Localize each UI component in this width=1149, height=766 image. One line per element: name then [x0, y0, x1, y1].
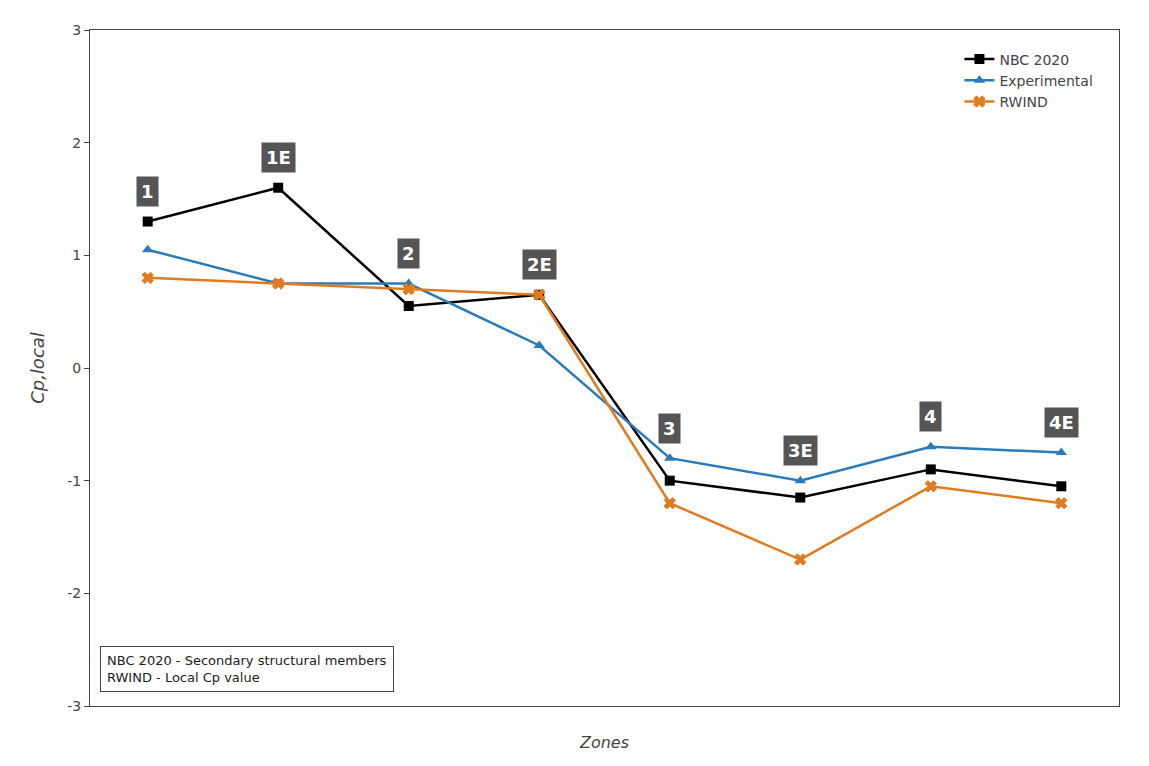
svg-text:3: 3 [663, 418, 676, 439]
svg-text:1: 1 [72, 247, 81, 263]
svg-text:Zones: Zones [579, 733, 629, 752]
svg-text:-2: -2 [67, 585, 81, 601]
svg-text:-3: -3 [67, 698, 81, 714]
svg-text:1E: 1E [266, 147, 291, 168]
svg-text:NBC 2020: NBC 2020 [999, 52, 1069, 68]
svg-text:2E: 2E [527, 254, 552, 275]
svg-text:0: 0 [72, 360, 81, 376]
svg-text:RWIND: RWIND [999, 94, 1047, 110]
svg-text:4: 4 [924, 406, 937, 427]
svg-text:3: 3 [72, 22, 81, 38]
svg-text:2: 2 [72, 135, 81, 151]
svg-text:Cp,local: Cp,local [27, 332, 48, 404]
svg-text:NBC 2020 - Secondary structura: NBC 2020 - Secondary structural membersR… [107, 653, 387, 685]
svg-text:4E: 4E [1049, 412, 1074, 433]
svg-text:1: 1 [141, 181, 154, 202]
svg-text:2: 2 [402, 243, 415, 264]
svg-text:Experimental: Experimental [999, 73, 1092, 89]
svg-text:3E: 3E [788, 440, 813, 461]
svg-text:-1: -1 [67, 473, 81, 489]
